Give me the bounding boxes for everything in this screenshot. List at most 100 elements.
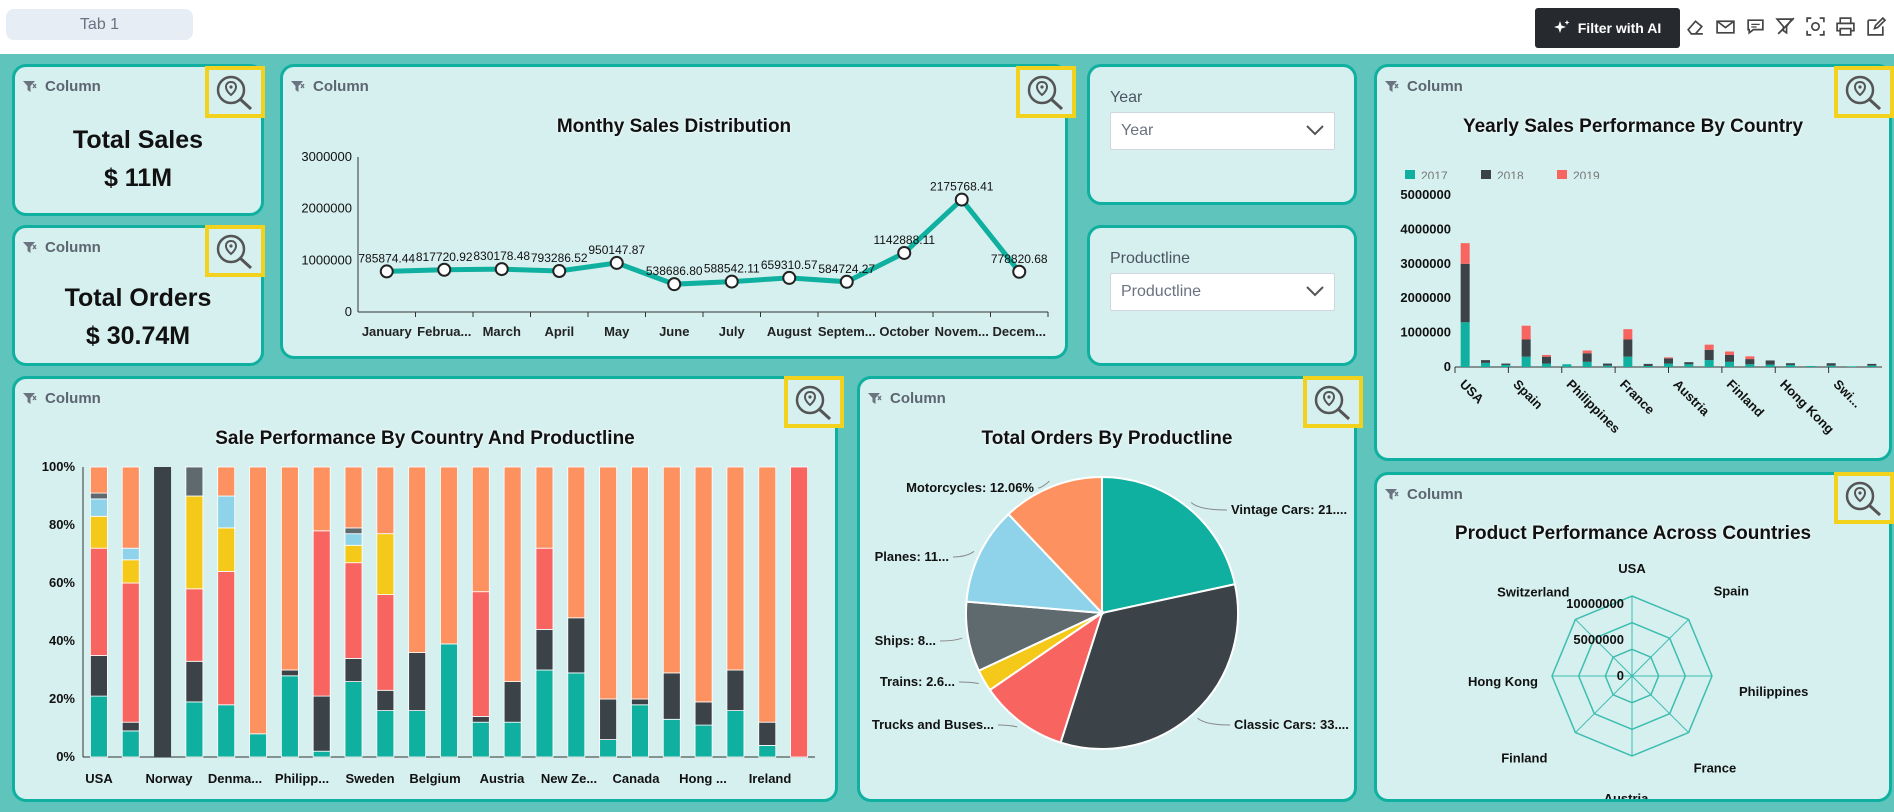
y-tick-label: 20% [49, 691, 75, 706]
x-tick-label: July [719, 324, 746, 339]
x-tick-label: Spain [1510, 377, 1546, 413]
bar-segment [121, 730, 140, 758]
productline-dropdown[interactable]: Productline [1110, 273, 1335, 311]
chevron-down-icon [1306, 125, 1324, 136]
filter-icon[interactable] [23, 392, 41, 406]
filter-icon[interactable] [1385, 80, 1403, 94]
map-search-button[interactable] [1834, 472, 1894, 524]
data-point [724, 274, 739, 289]
filter-with-ai-button[interactable]: Filter with AI [1535, 8, 1680, 48]
year-dropdown[interactable]: Year [1110, 112, 1335, 150]
map-search-button[interactable] [205, 225, 265, 277]
card-header-label: Column [1407, 486, 1463, 503]
bar-segment [1603, 363, 1612, 366]
x-tick-label: Austria [480, 771, 526, 786]
pie-slice [1059, 583, 1239, 750]
bar-segment [694, 701, 713, 726]
map-search-button[interactable] [205, 66, 265, 118]
y-tick-label: 1000000 [1400, 325, 1451, 340]
map-search-button[interactable] [1303, 376, 1363, 428]
monthly-sales-line-chart: 0 1000000 2000000 3000000 January Februa... Ma… [301, 149, 1049, 339]
chart-title: Yearly Sales Performance By Country [1462, 116, 1804, 137]
map-search-button[interactable] [784, 376, 844, 428]
edit-icon[interactable] [1865, 16, 1886, 37]
bar-segment [185, 660, 204, 703]
bar-segment [1542, 363, 1551, 367]
data-point [954, 192, 969, 207]
slice-label: Motorcycles: 12.06% [906, 480, 1034, 495]
data-label: 1142888.11 [873, 233, 935, 247]
screenshot-icon[interactable] [1805, 16, 1826, 37]
map-search-icon [1845, 481, 1882, 517]
bar-segment [726, 669, 745, 711]
x-tick-label: January [362, 324, 413, 339]
mail-icon[interactable] [1715, 16, 1736, 37]
data-label: 793286.52 [531, 251, 588, 265]
filter-icon[interactable] [23, 80, 41, 94]
bar-segment [312, 695, 331, 752]
comment-icon[interactable] [1745, 16, 1766, 37]
bar-segment [1521, 339, 1531, 357]
radar-axis-label: France [1694, 761, 1737, 776]
product-performance-radar-chart: USA Spain Philippines France Austria Finland H… [1468, 561, 1808, 799]
bar-segment [1704, 344, 1714, 350]
map-search-icon [1845, 75, 1882, 111]
radar-axis-label: Austria [1604, 791, 1650, 799]
bar-segment [471, 591, 490, 717]
bar-segment [631, 466, 649, 700]
leader-line [958, 681, 979, 685]
clear-filter-icon[interactable] [1775, 16, 1796, 37]
year-filter-card: Year Year [1087, 64, 1357, 205]
bar-segment [185, 588, 204, 662]
map-search-button[interactable] [1834, 66, 1894, 118]
bar-segment [1684, 364, 1694, 367]
sparkle-icon [1553, 20, 1570, 33]
bar-segment [376, 533, 395, 595]
bar-segment [344, 544, 363, 564]
eraser-icon[interactable] [1685, 16, 1706, 37]
bar-segment [376, 594, 395, 691]
card-header-label: Column [313, 78, 369, 95]
card-header: Column [291, 78, 369, 95]
legend-clip [1387, 179, 1687, 195]
bar-segment [758, 466, 777, 723]
map-search-button[interactable] [1016, 66, 1076, 118]
bar-segment [408, 466, 427, 654]
bar-segment [1562, 364, 1572, 367]
radar-spoke [1631, 619, 1689, 677]
filter-icon[interactable] [23, 241, 41, 255]
x-tick-label: Swi... [1831, 377, 1865, 411]
card-header-label: Column [45, 78, 101, 95]
y-tick-label: 0 [1444, 359, 1451, 374]
chevron-down-icon [1306, 286, 1324, 297]
bar-segment [599, 739, 618, 758]
radar-spoke [1575, 675, 1633, 733]
tab-1[interactable]: Tab 1 [6, 9, 193, 40]
x-tick-label: Belgium [409, 771, 460, 786]
bar-segment [249, 733, 267, 758]
bar-segment [1826, 365, 1836, 367]
print-icon[interactable] [1835, 16, 1856, 37]
chart-title: Monthy Sales Distribution [556, 116, 792, 137]
total-orders-title: Total Orders [64, 284, 212, 312]
pie-slice [965, 512, 1105, 615]
bar-segment [471, 715, 490, 723]
bar-segment [471, 466, 490, 593]
bar-segment [1664, 358, 1673, 364]
bar-segment [1765, 360, 1775, 365]
bar-segment [344, 562, 363, 659]
bar-segment [694, 466, 713, 703]
country-productline-card: Column Sale Performance By Country And P… [12, 376, 844, 802]
bar-segment [503, 681, 522, 723]
filter-icon[interactable] [868, 392, 886, 406]
data-label: 2175768.41 [930, 180, 994, 194]
filter-icon[interactable] [291, 80, 309, 94]
bar-segment [535, 669, 554, 758]
bar-segment [1623, 329, 1633, 340]
bar-segment [185, 495, 204, 590]
radar-axis-label: Philippines [1739, 684, 1808, 699]
filter-icon[interactable] [1385, 488, 1403, 502]
year-dropdown-value: Year [1121, 122, 1154, 139]
bar-segment [694, 724, 713, 758]
y-tick-label: 100% [42, 459, 76, 474]
